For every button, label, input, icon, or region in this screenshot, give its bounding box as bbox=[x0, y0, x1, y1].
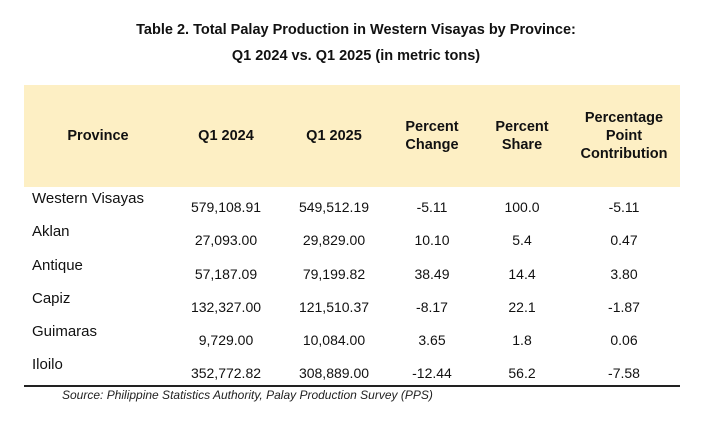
header-pp-contribution: Percentage Point Contribution bbox=[568, 85, 680, 187]
table-header-row: Province Q1 2024 Q1 2025 Percent Change … bbox=[24, 85, 680, 187]
header-percent-change: Percent Change bbox=[388, 85, 476, 187]
cell-q1-2024: 132,327.00 bbox=[190, 298, 262, 315]
cell-pct-share: 1.8 bbox=[512, 332, 532, 349]
table-row: Antique 57,187.09 79,199.82 38.49 14.4 3.80 bbox=[24, 254, 680, 287]
header-percent-share-line2: Share bbox=[501, 137, 543, 153]
cell-q1-2025: 10,084.00 bbox=[302, 332, 366, 349]
cell-q1-2025: 308,889.00 bbox=[298, 365, 370, 382]
header-pp-contribution-line1: Percentage bbox=[584, 110, 664, 126]
table-body: Western Visayas 579,108.91 549,512.19 -5.11… bbox=[24, 187, 680, 387]
table-row: Aklan 27,093.00 29,829.00 10.10 5.4 0.47 bbox=[24, 220, 680, 253]
cell-pct-share: 14.4 bbox=[508, 265, 536, 282]
palay-production-table: Province Q1 2024 Q1 2025 Percent Change … bbox=[24, 85, 680, 387]
header-percent-share: Percent Share bbox=[476, 85, 568, 187]
table-bottom-rule bbox=[24, 385, 680, 387]
cell-pp-contribution: -7.58 bbox=[608, 365, 640, 382]
cell-q1-2024: 579,108.91 bbox=[190, 199, 262, 215]
cell-pct-share: 22.1 bbox=[508, 298, 536, 315]
cell-pp-contribution: -1.87 bbox=[608, 298, 640, 315]
header-pp-contribution-line3: Contribution bbox=[580, 146, 668, 162]
table-row: Iloilo 352,772.82 308,889.00 -12.44 56.2 -7.5… bbox=[24, 353, 680, 386]
cell-q1-2024: 27,093.00 bbox=[194, 232, 258, 249]
cell-pp-contribution: 0.47 bbox=[610, 232, 638, 249]
cell-q1-2025: 79,199.82 bbox=[302, 265, 366, 282]
cell-q1-2024: 57,187.09 bbox=[194, 265, 258, 282]
cell-pct-share: 56.2 bbox=[508, 365, 536, 382]
header-pp-contribution-line2: Point bbox=[605, 128, 643, 144]
cell-province: Guimaras bbox=[32, 323, 98, 341]
header-province: Province bbox=[67, 128, 129, 144]
header-percent-change-line2: Change bbox=[405, 137, 459, 153]
cell-pct-change: -5.11 bbox=[416, 199, 448, 215]
cell-province: Aklan bbox=[32, 223, 70, 241]
cell-pct-change: -12.44 bbox=[412, 365, 452, 382]
table-row: Guimaras 9,729.00 10,084.00 3.65 1.8 0.06 bbox=[24, 320, 680, 353]
cell-pct-change: 3.65 bbox=[418, 332, 446, 349]
header-q1-2025: Q1 2025 bbox=[306, 128, 362, 144]
cell-pct-change: 10.10 bbox=[414, 232, 450, 249]
cell-pp-contribution: 3.80 bbox=[610, 265, 638, 282]
cell-pp-contribution: -5.11 bbox=[608, 199, 640, 215]
cell-pct-share: 100.0 bbox=[504, 199, 540, 215]
table-row: Capiz 132,327.00 121,510.37 -8.17 22.1 -1.87 bbox=[24, 287, 680, 320]
table-title-line1: Table 2. Total Palay Production in Weste… bbox=[136, 22, 576, 38]
cell-province: Capiz bbox=[32, 289, 71, 307]
cell-q1-2025: 121,510.37 bbox=[298, 298, 370, 315]
cell-province: Antique bbox=[32, 256, 83, 274]
cell-pct-change: -8.17 bbox=[416, 298, 448, 315]
cell-q1-2024: 352,772.82 bbox=[190, 365, 262, 382]
header-percent-change-line1: Percent bbox=[405, 119, 459, 135]
cell-province: Western Visayas bbox=[32, 190, 144, 207]
cell-pct-change: 38.49 bbox=[414, 265, 450, 282]
table-row: Western Visayas 579,108.91 549,512.19 -5.11… bbox=[24, 187, 680, 220]
cell-pp-contribution: 0.06 bbox=[610, 332, 638, 349]
cell-q1-2025: 549,512.19 bbox=[298, 199, 370, 215]
header-percent-share-line1: Percent bbox=[495, 119, 549, 135]
cell-province: Iloilo bbox=[32, 356, 63, 374]
cell-pct-share: 5.4 bbox=[512, 232, 532, 249]
cell-q1-2024: 9,729.00 bbox=[198, 332, 254, 349]
table-title-line2: Q1 2024 vs. Q1 2025 (in metric tons) bbox=[231, 48, 481, 64]
cell-q1-2025: 29,829.00 bbox=[302, 232, 366, 249]
source-note: Source: Philippine Statistics Authority,… bbox=[62, 388, 433, 402]
header-q1-2024: Q1 2024 bbox=[198, 128, 254, 144]
